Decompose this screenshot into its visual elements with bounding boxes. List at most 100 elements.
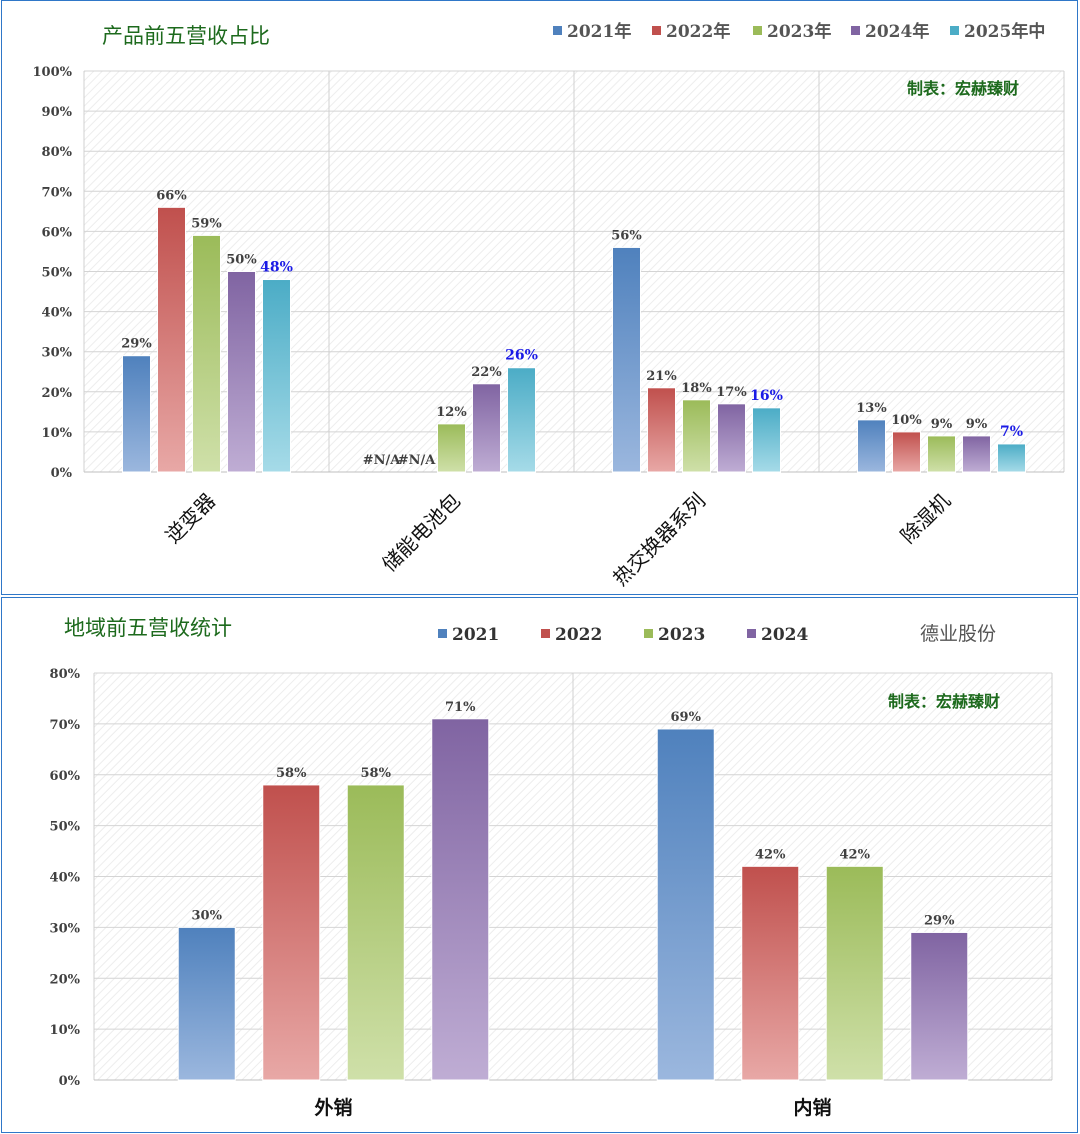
data-label: 22%: [471, 365, 502, 380]
bar: [472, 383, 501, 473]
bar: [857, 419, 886, 473]
bar: [177, 926, 236, 1081]
bar: [157, 206, 186, 473]
bar: [647, 387, 676, 473]
bar: [752, 407, 781, 473]
data-label: 58%: [361, 766, 392, 781]
company-name: 德业股份: [920, 623, 996, 645]
bar: [997, 443, 1026, 473]
y-tick-label: 40%: [50, 871, 81, 886]
data-label: 9%: [966, 417, 988, 432]
y-tick-label: 40%: [42, 306, 73, 321]
data-label: 66%: [156, 188, 187, 203]
data-label: 58%: [276, 766, 307, 781]
data-label: #N/A: [363, 453, 402, 468]
y-tick-label: 60%: [42, 225, 73, 240]
data-label: 42%: [840, 847, 871, 862]
bar: [962, 435, 991, 473]
y-tick-label: 80%: [50, 667, 81, 682]
data-label: 16%: [750, 388, 783, 404]
bar: [192, 234, 221, 473]
y-tick-label: 20%: [50, 972, 81, 987]
y-tick-label: 0%: [59, 1074, 81, 1089]
bar: [437, 423, 466, 473]
data-label: 50%: [226, 253, 257, 268]
bar: [825, 865, 884, 1081]
y-tick-label: 70%: [42, 185, 73, 200]
legend-label: 2023年: [767, 21, 831, 42]
data-label: 10%: [891, 413, 922, 428]
data-label: 21%: [646, 369, 677, 384]
data-label: 18%: [681, 381, 712, 396]
category-label: 逆变器: [161, 489, 220, 548]
bar: [262, 279, 291, 473]
legend-marker: [644, 629, 653, 638]
category-label: 储能电池包: [377, 489, 465, 577]
legend-label: 2021: [452, 625, 499, 645]
legend-label: 2023: [658, 625, 705, 645]
chart-title: 产品前五营收占比: [102, 24, 270, 48]
legend-label: 2024年: [865, 21, 929, 42]
category-label: 除湿机: [896, 489, 955, 548]
data-label: #N/A: [398, 453, 437, 468]
chart-title: 地域前五营收统计: [64, 616, 232, 640]
bar: [227, 271, 256, 473]
legend-label: 2022年: [666, 21, 730, 42]
legend-marker: [652, 26, 661, 35]
data-label: 12%: [436, 405, 467, 420]
category-label: 热交换器系列: [608, 489, 710, 591]
category-label: 外销: [314, 1096, 352, 1119]
data-label: 29%: [121, 337, 152, 352]
y-tick-label: 0%: [51, 466, 73, 481]
bar: [656, 728, 715, 1081]
data-label: 26%: [505, 348, 538, 364]
data-label: 29%: [924, 913, 955, 928]
bar: [892, 431, 921, 473]
data-label: 48%: [260, 260, 293, 276]
y-tick-label: 30%: [50, 921, 81, 936]
data-label: 30%: [192, 908, 223, 923]
credit-label: 制表：宏赫臻财: [888, 692, 1000, 711]
bar: [682, 399, 711, 473]
legend-marker: [753, 26, 762, 35]
data-label: 42%: [755, 847, 786, 862]
data-label: 69%: [671, 710, 702, 725]
y-tick-label: 10%: [50, 1023, 81, 1038]
y-tick-label: 50%: [42, 266, 73, 281]
chart-panel-regions: 地域前五营收统计 0% 10% 20% 30% 40% 50% 60% 70% 80% 30% 58%…: [1, 597, 1078, 1133]
legend-label: 2025年中: [964, 21, 1045, 42]
bar: [612, 246, 641, 473]
y-tick-label: 10%: [42, 426, 73, 441]
products-revenue-share-chart: 产品前五营收占比 0% 10% 20% 30% 40% 50% 60% 70% 80% 90% 100…: [33, 21, 1065, 591]
legend-label: 2022: [555, 625, 602, 645]
credit-label: 制表：宏赫臻财: [907, 79, 1019, 98]
bar: [927, 435, 956, 473]
legend-marker: [438, 629, 447, 638]
legend-marker: [541, 629, 550, 638]
data-label: 7%: [1000, 424, 1023, 440]
data-label: 13%: [856, 401, 887, 416]
data-label: 56%: [611, 228, 642, 243]
data-label: 59%: [191, 216, 222, 231]
y-tick-label: 80%: [42, 145, 73, 160]
legend-marker: [851, 26, 860, 35]
bar: [122, 355, 151, 473]
legend-label: 2021年: [567, 21, 631, 42]
category-label: 内销: [793, 1096, 831, 1119]
regional-revenue-chart: 地域前五营收统计 0% 10% 20% 30% 40% 50% 60% 70% 80% 30% 58%…: [50, 616, 1053, 1119]
bar: [346, 784, 405, 1081]
y-tick-label: 100%: [33, 65, 73, 80]
legend-marker: [950, 26, 959, 35]
y-tick-label: 50%: [50, 820, 81, 835]
y-tick-label: 20%: [42, 386, 73, 401]
y-tick-label: 70%: [50, 718, 81, 733]
bar: [431, 718, 490, 1081]
legend-label: 2024: [761, 625, 808, 645]
bar: [910, 931, 969, 1081]
bar: [741, 865, 800, 1081]
y-tick-label: 30%: [42, 346, 73, 361]
chart-panel-products: 产品前五营收占比 0% 10% 20% 30% 40% 50% 60% 70% 80% 90% 100…: [1, 0, 1078, 595]
bar: [262, 784, 321, 1081]
legend-marker: [747, 629, 756, 638]
data-label: 17%: [716, 385, 747, 400]
